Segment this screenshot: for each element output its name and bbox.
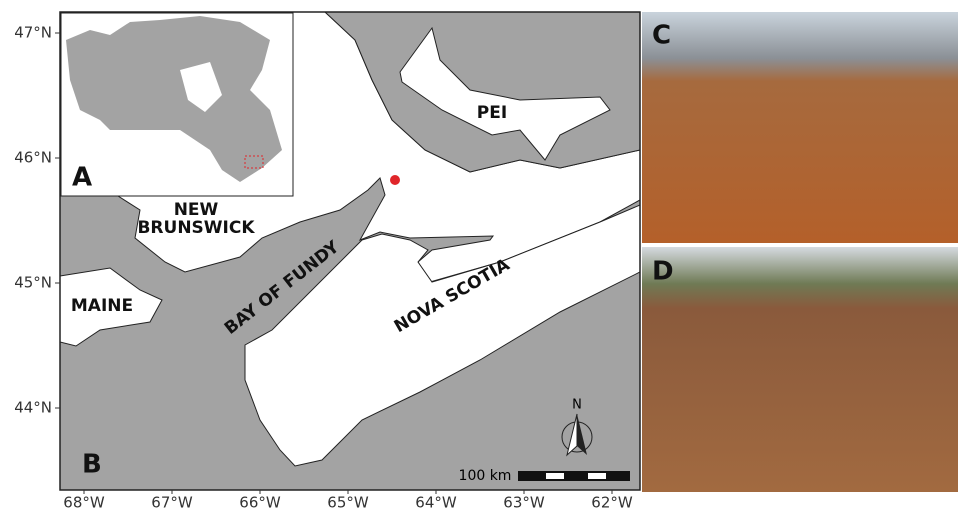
lat-tick-label: 47°N (14, 24, 52, 42)
panel-label: B (82, 450, 102, 480)
north-label: N (572, 398, 582, 413)
site-marker (390, 175, 400, 185)
lon-tick-label: 67°W (151, 494, 193, 512)
lat-tick-label: 44°N (14, 399, 52, 417)
page: Bay of Fundy map {"panels": {"a": "A", "… (0, 0, 958, 513)
place-label: PEI (477, 103, 507, 123)
place-label: NEW (174, 200, 219, 220)
lon-tick-label: 66°W (239, 494, 281, 512)
photo-d (642, 247, 958, 492)
place-label: MAINE (71, 296, 133, 316)
lon-tick-label: 64°W (415, 494, 457, 512)
scale-bar (588, 473, 606, 479)
scale-label: 100 km (459, 468, 512, 484)
panel-label: C (652, 21, 671, 51)
lon-tick-label: 62°W (591, 494, 633, 512)
place-label: BRUNSWICK (137, 218, 255, 238)
lon-tick-label: 68°W (63, 494, 105, 512)
lat-tick-label: 45°N (14, 274, 52, 292)
scale-bar (546, 473, 564, 479)
figure: PEI NEW BRUNSWICK MAINE BAY OF FUNDY NOV… (0, 0, 958, 513)
lon-tick-label: 65°W (327, 494, 369, 512)
panel-label: A (72, 163, 92, 193)
inset-a: A (61, 13, 293, 196)
lon-tick-label: 63°W (503, 494, 545, 512)
scale-bar (518, 471, 630, 481)
body: PEI NEW BRUNSWICK MAINE BAY OF FUNDY NOV… (0, 0, 958, 513)
panel-label: D (652, 257, 674, 287)
photo-c (642, 12, 958, 243)
lat-tick-label: 46°N (14, 149, 52, 167)
